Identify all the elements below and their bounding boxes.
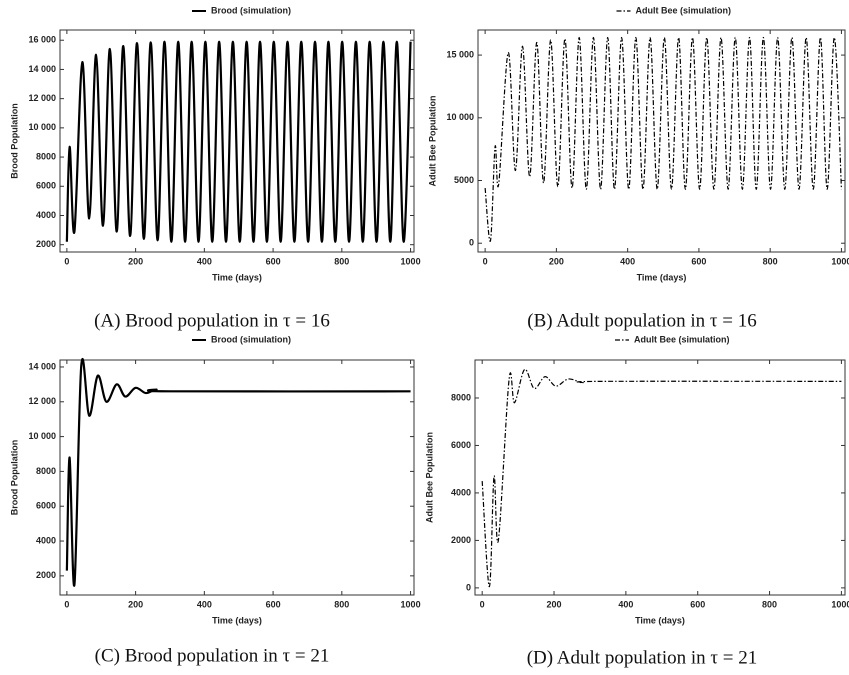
y-tick-label: 10 000: [446, 112, 474, 122]
x-tick-label: 400: [197, 599, 212, 609]
y-tick-label: 10 000: [28, 122, 56, 132]
chart: 0 200 400 600 800 1000 2000 4000 6000 8000 10 000 1…: [9, 334, 420, 666]
x-tick-label: 200: [128, 599, 143, 609]
x-tick-label: 600: [691, 256, 706, 266]
chart: 0 200 400 600 800 1000 0 2000 4000 6000 8000 Time (…: [424, 334, 849, 668]
x-axis-label: Time (days): [635, 615, 685, 625]
caption: (D) Adult population in τ = 21: [527, 647, 758, 668]
y-tick-label: 15 000: [446, 49, 474, 59]
chart: 0 200 400 600 800 1000 2000 4000 6000 8000 10 000 1…: [9, 5, 420, 331]
y-tick-label: 0: [466, 582, 471, 592]
y-axis-label: Brood Population: [9, 103, 19, 179]
y-tick-label: 8000: [36, 151, 56, 161]
x-tick-label: 1000: [401, 599, 421, 609]
y-tick-label: 2000: [36, 239, 56, 249]
x-tick-label: 200: [549, 256, 564, 266]
legend-label: Brood (simulation): [211, 334, 291, 344]
x-tick-label: 400: [197, 256, 212, 266]
x-tick-label: 1000: [401, 256, 421, 266]
y-tick-label: 6000: [36, 501, 56, 511]
series-line: [481, 368, 842, 588]
x-tick-label: 0: [64, 599, 69, 609]
x-axis-label: Time (days): [637, 272, 687, 282]
x-tick-label: 1000: [831, 256, 849, 266]
x-tick-label: 400: [620, 256, 635, 266]
x-tick-label: 600: [266, 599, 281, 609]
y-axis-label: Adult Bee Population: [424, 432, 434, 523]
y-tick-label: 12 000: [28, 396, 56, 406]
y-tick-label: 2000: [451, 535, 471, 545]
y-tick-label: 8000: [36, 466, 56, 476]
x-tick-label: 800: [762, 599, 777, 609]
plot-frame: [474, 359, 846, 596]
x-tick-label: 0: [64, 256, 69, 266]
y-tick-label: 8000: [451, 392, 471, 402]
y-tick-label: 12 000: [28, 93, 56, 103]
x-tick-label: 600: [690, 599, 705, 609]
y-tick-label: 0: [469, 238, 474, 248]
y-tick-label: 4000: [36, 535, 56, 545]
x-tick-label: 0: [483, 256, 488, 266]
x-axis-label: Time (days): [212, 272, 262, 282]
legend-label: Adult Bee (simulation): [636, 5, 732, 15]
y-tick-label: 4000: [36, 210, 56, 220]
caption: (A) Brood population in τ = 16: [94, 310, 330, 331]
y-axis-label: Adult Bee Population: [427, 96, 437, 187]
x-tick-label: 200: [547, 599, 562, 609]
series-line: [65, 358, 411, 587]
x-tick-label: 800: [763, 256, 778, 266]
series-line: [484, 36, 843, 242]
y-tick-label: 10 000: [28, 431, 56, 441]
caption: (C) Brood population in τ = 21: [95, 645, 330, 666]
x-tick-label: 600: [266, 256, 281, 266]
caption: (B) Adult population in τ = 16: [527, 310, 756, 331]
y-tick-label: 4000: [451, 487, 471, 497]
x-tick-label: 800: [334, 599, 349, 609]
series-line: [65, 40, 412, 243]
plot-frame: [477, 29, 846, 253]
y-tick-label: 16 000: [28, 35, 56, 45]
y-tick-label: 6000: [36, 181, 56, 191]
x-axis-label: Time (days): [212, 615, 262, 625]
y-tick-label: 14 000: [28, 64, 56, 74]
y-tick-label: 5000: [454, 175, 474, 185]
legend-label: Brood (simulation): [211, 5, 291, 15]
x-tick-label: 400: [618, 599, 633, 609]
y-tick-label: 6000: [451, 440, 471, 450]
x-tick-label: 1000: [831, 599, 849, 609]
y-tick-label: 14 000: [28, 361, 56, 371]
x-tick-label: 0: [480, 599, 485, 609]
y-axis-label: Brood Population: [9, 440, 19, 516]
plot-frame: [59, 359, 415, 596]
x-tick-label: 800: [334, 256, 349, 266]
plot-frame: [59, 29, 415, 253]
y-tick-label: 2000: [36, 570, 56, 580]
x-tick-label: 200: [128, 256, 143, 266]
legend-label: Adult Bee (simulation): [634, 334, 730, 344]
